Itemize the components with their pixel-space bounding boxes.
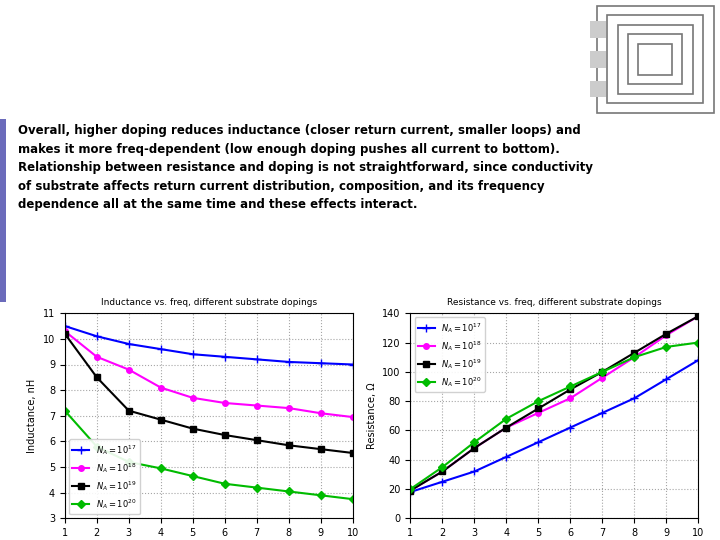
Legend: $N_A=10^{17}$, $N_A=10^{18}$, $N_A=10^{19}$, $N_A=10^{20}$: $N_A=10^{17}$, $N_A=10^{18}$, $N_A=10^{1… (69, 440, 140, 514)
Bar (607, 16, 703, 103)
Bar (590, 81, 606, 97)
Text: Substrate Doping Variation: Substrate Doping Variation (14, 85, 270, 104)
Bar (590, 51, 606, 68)
Text: Overall, higher doping reduces inductance (closer return current, smaller loops): Overall, higher doping reduces inductanc… (18, 124, 593, 211)
Bar (618, 25, 693, 94)
Title: Inductance vs. freq, different substrate dopings: Inductance vs. freq, different substrate… (101, 298, 317, 307)
Bar (628, 35, 683, 84)
Legend: $N_A=10^{17}$, $N_A=10^{18}$, $N_A=10^{19}$, $N_A=10^{20}$: $N_A=10^{17}$, $N_A=10^{18}$, $N_A=10^{1… (415, 318, 485, 392)
Y-axis label: Resistance, Ω: Resistance, Ω (366, 382, 377, 449)
Text: Some Results: Some Results (14, 24, 217, 50)
Bar (590, 22, 606, 38)
Bar (0, 119, 6, 302)
Bar (639, 44, 672, 75)
Y-axis label: Inductance, nH: Inductance, nH (27, 379, 37, 453)
Title: Resistance vs. freq, different substrate dopings: Resistance vs. freq, different substrate… (447, 298, 662, 307)
